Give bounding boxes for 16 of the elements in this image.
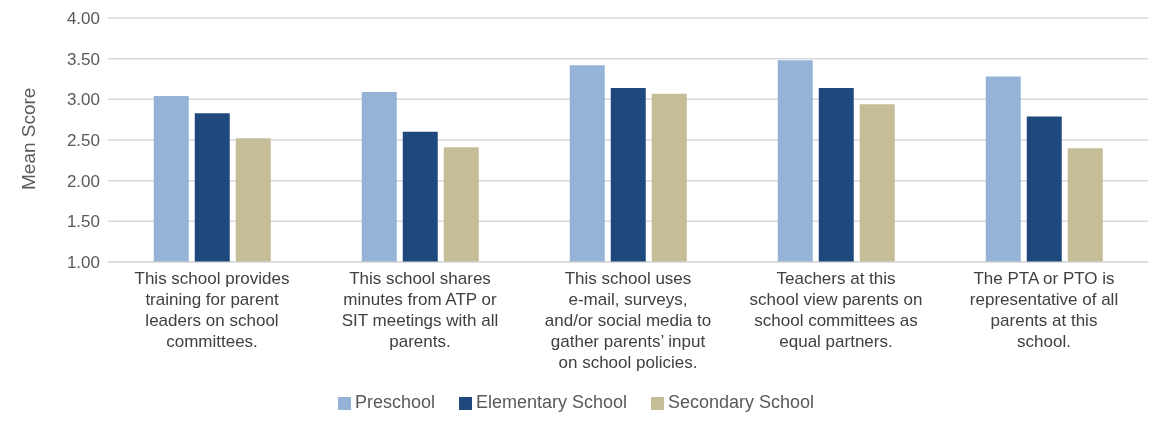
y-tick-label: 1.50: [66, 212, 100, 232]
y-tick-label: 4.00: [66, 9, 100, 29]
x-tick-label: Teachers at this school view parents on school committees as equal partners.: [749, 269, 923, 351]
y-tick-label: 3.50: [66, 49, 100, 69]
y-tick-label: 3.00: [66, 90, 100, 110]
legend-label: Elementary School: [475, 392, 628, 412]
y-tick-label: 1.00: [66, 253, 100, 273]
x-tick-label: This school uses e-mail, surveys, and/or social media to gather parents’ input on school policies.: [544, 269, 712, 372]
x-tick-label: The PTA or PTO is representative of all parents at this school.: [969, 269, 1119, 351]
x-tick-label: This school shares minutes from ATP or SIT meetings with all parents.: [341, 269, 499, 351]
x-tick-label: This school provides training for parent leaders on school committees.: [134, 269, 290, 351]
y-axis-title: Mean Score: [17, 87, 39, 190]
legend-label: Secondary School: [668, 392, 815, 412]
legend-label: Preschool: [354, 392, 435, 412]
y-tick-label: 2.00: [66, 171, 100, 191]
y-tick-label: 2.50: [66, 131, 100, 151]
